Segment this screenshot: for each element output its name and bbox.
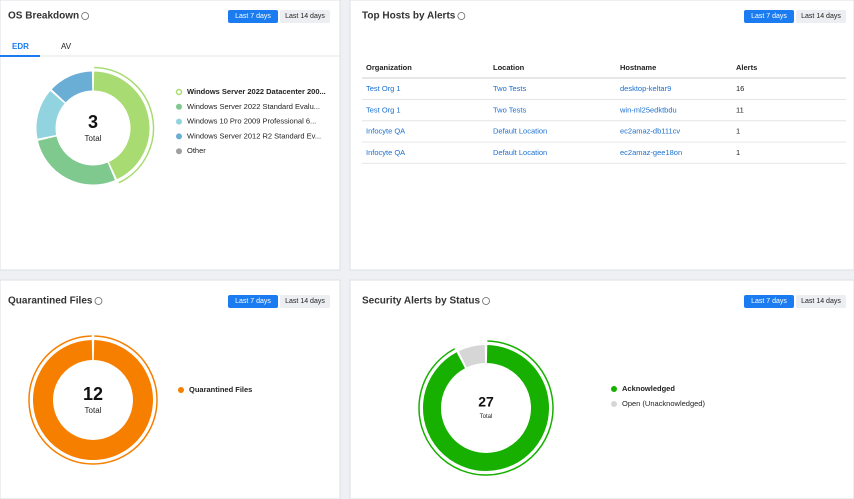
legend-swatch	[176, 118, 182, 125]
panel-title: Top Hosts by Alerts	[362, 11, 456, 22]
donut-total: 27	[478, 394, 494, 410]
table-cell[interactable]: Two Tests	[493, 84, 526, 93]
range-button[interactable]	[744, 295, 794, 308]
panel-title: Quarantined Files	[8, 296, 93, 307]
legend-label[interactable]: Acknowledged	[622, 384, 675, 393]
table-cell: 11	[736, 105, 744, 114]
table-cell: 1	[736, 148, 740, 157]
legend-swatch	[176, 133, 182, 140]
range-button-label[interactable]: Last 14 days	[285, 298, 325, 305]
legend-swatch	[176, 103, 182, 110]
legend-label[interactable]: Open (Unacknowledged)	[622, 399, 705, 408]
legend-swatch	[178, 387, 184, 393]
column-header: Location	[493, 63, 525, 72]
table-cell[interactable]: ec2amaz-db111cv	[620, 127, 680, 136]
info-icon	[81, 12, 90, 20]
range-button[interactable]	[280, 10, 330, 23]
donut-segment	[51, 71, 93, 103]
range-button[interactable]	[796, 10, 846, 23]
donut-segment	[93, 71, 150, 180]
legend-swatch	[176, 148, 182, 155]
panel	[0, 0, 341, 271]
legend-label[interactable]: Windows Server 2022 Datacenter 200...	[187, 87, 326, 96]
range-button-label[interactable]: Last 14 days	[285, 13, 325, 20]
legend-label[interactable]: Quarantined Files	[189, 385, 252, 394]
table-cell[interactable]: Two Tests	[493, 105, 526, 114]
column-header: Hostname	[620, 63, 656, 72]
donut-total: 12	[83, 384, 103, 404]
table-cell[interactable]: Default Location	[493, 148, 547, 157]
donut-total-label: Total	[480, 414, 493, 420]
donut-segment	[37, 136, 115, 185]
range-button[interactable]	[228, 10, 278, 23]
range-button[interactable]	[228, 295, 278, 308]
table-cell[interactable]: Infocyte QA	[366, 127, 405, 136]
panel-title: Security Alerts by Status	[362, 296, 480, 307]
donut-segment	[36, 91, 65, 139]
segment-highlight	[418, 340, 554, 476]
panel	[349, 0, 854, 271]
table-cell[interactable]: win-ml25edktbdu	[619, 105, 677, 114]
legend-label[interactable]: Windows Server 2022 Standard Evalu...	[187, 102, 320, 111]
donut-total-label: Total	[85, 134, 102, 143]
table-cell[interactable]: desktop-keltar9	[620, 84, 671, 93]
segment-highlight	[94, 66, 155, 184]
tab[interactable]: AV	[61, 42, 72, 51]
range-button[interactable]	[796, 295, 846, 308]
donut-total-label: Total	[85, 406, 102, 415]
range-button-label[interactable]: Last 7 days	[235, 13, 271, 20]
panel-title: OS Breakdown	[8, 11, 79, 22]
panel	[0, 279, 341, 499]
column-header: Alerts	[736, 63, 757, 72]
donut-segment	[458, 345, 486, 368]
range-button-label[interactable]: Last 7 days	[751, 13, 787, 20]
range-button[interactable]	[744, 10, 794, 23]
range-button[interactable]	[280, 295, 330, 308]
tab[interactable]: EDR	[12, 42, 29, 51]
range-button-label[interactable]: Last 14 days	[801, 13, 841, 20]
table-cell[interactable]: Test Org 1	[366, 84, 401, 93]
donut-segment	[33, 340, 153, 460]
segment-highlight	[28, 335, 158, 465]
legend-label[interactable]: Windows Server 2012 R2 Standard Ev...	[187, 131, 321, 140]
info-icon	[482, 297, 490, 305]
info-icon	[94, 297, 103, 305]
table-cell[interactable]: Test Org 1	[366, 105, 401, 114]
table-cell[interactable]: Infocyte QA	[366, 148, 405, 157]
legend-swatch	[175, 88, 183, 96]
column-header: Organization	[366, 63, 412, 72]
range-button-label[interactable]: Last 7 days	[751, 298, 787, 305]
legend-swatch	[611, 401, 617, 407]
legend-label[interactable]: Other	[187, 146, 206, 155]
table-cell: 16	[736, 84, 744, 93]
table-cell[interactable]: ec2amaz-gee18on	[620, 148, 682, 157]
legend-swatch	[611, 386, 617, 392]
panel	[349, 279, 854, 499]
range-button-label[interactable]: Last 7 days	[235, 298, 271, 305]
table-cell[interactable]: Default Location	[493, 127, 547, 136]
table-cell: 1	[736, 127, 740, 136]
legend-label[interactable]: Windows 10 Pro 2009 Professional 6...	[187, 117, 316, 126]
range-button-label[interactable]: Last 14 days	[801, 298, 841, 305]
donut-segment	[423, 345, 549, 471]
info-icon	[457, 12, 466, 20]
donut-total: 3	[88, 112, 98, 132]
